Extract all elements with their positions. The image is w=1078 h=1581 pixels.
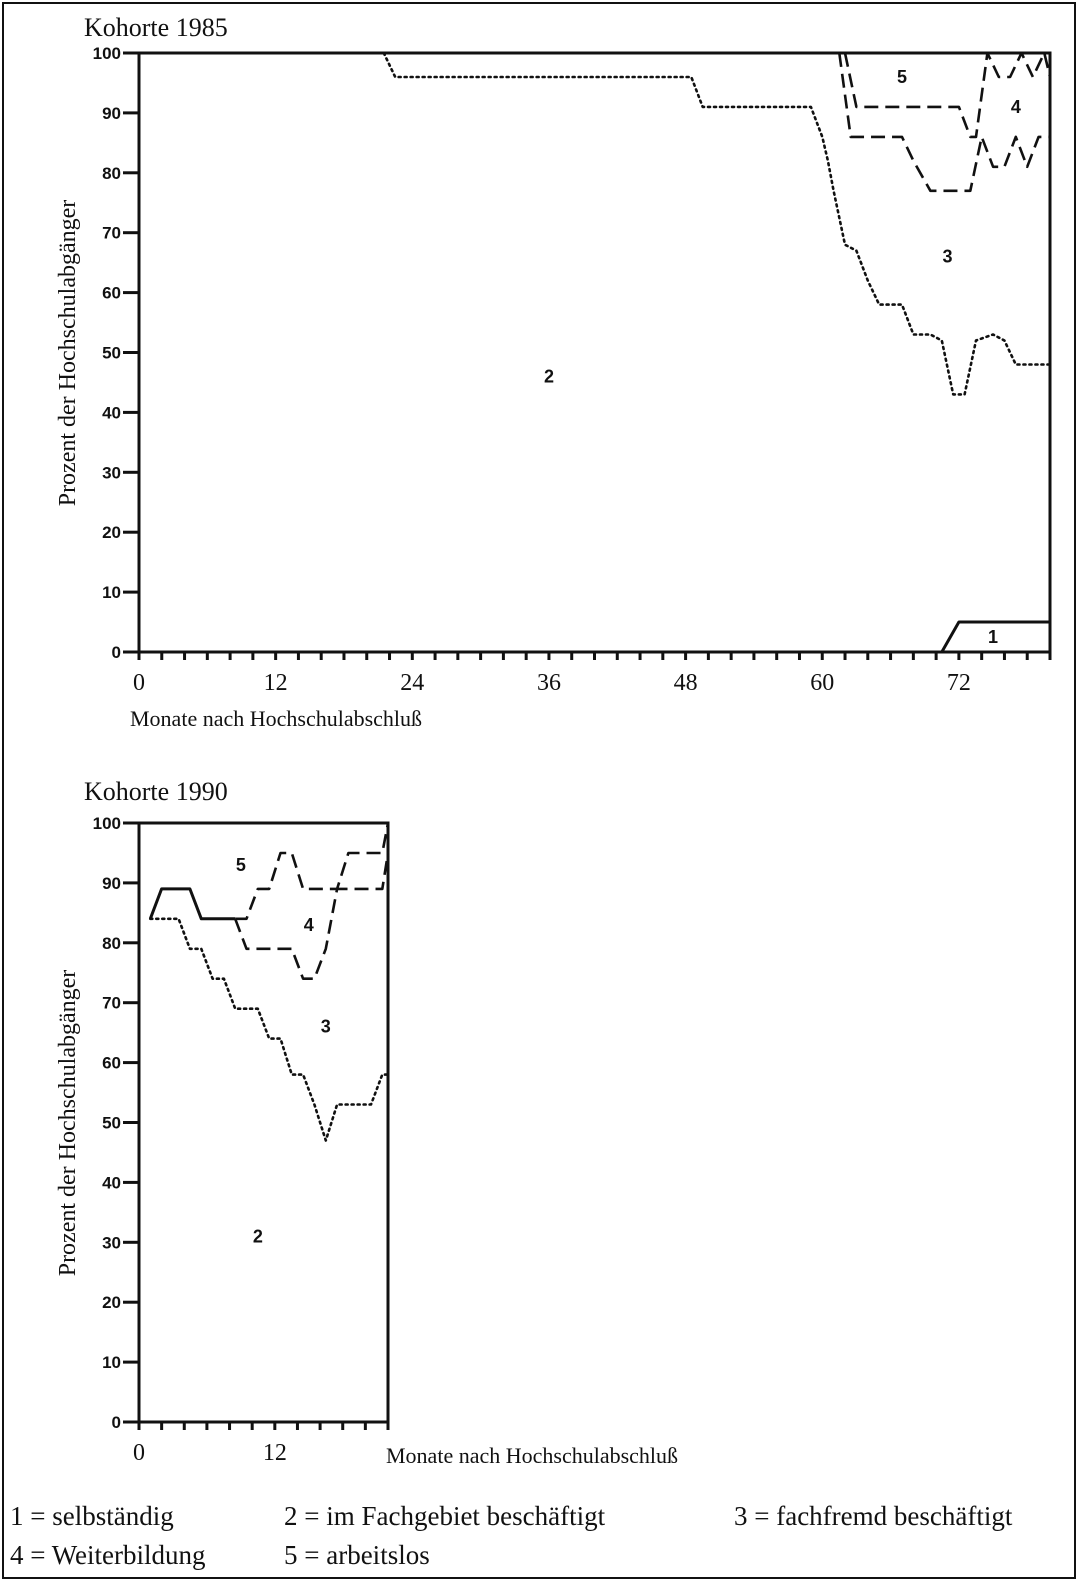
x-tick-label: 48 [674,670,698,696]
y-tick-label: 80 [102,164,121,183]
chart2-title: Kohorte 1990 [84,777,228,806]
y-tick-label: 30 [102,1233,121,1252]
series-line-3 [233,852,390,981]
region-label-2: 2 [544,366,554,386]
region-label-4: 4 [1011,97,1021,117]
y-tick-label: 60 [102,1054,121,1073]
x-tick-label: 12 [263,1440,287,1466]
legend: 1 = selbständig 2 = im Fachgebiet beschä… [10,1501,1013,1570]
y-tick-label: 90 [102,874,121,893]
y-tick-label: 100 [93,814,121,833]
series-line-1 [940,620,1050,653]
region-label-2: 2 [253,1226,263,1246]
x-tick-label: 72 [947,670,971,696]
series-line-4 [235,822,390,921]
y-tick-label: 30 [102,463,121,482]
y-tick-label: 20 [102,523,121,542]
y-tick-label: 60 [102,284,121,303]
region-label-3: 3 [321,1017,331,1037]
legend-item-4: 4 = Weiterbildung [10,1540,206,1570]
series-line-3 [838,52,1050,193]
y-tick-label: 70 [102,224,121,243]
x-tick-label: 60 [810,670,834,696]
region-label-5: 5 [897,67,907,87]
legend-item-5: 5 = arbeitslos [284,1540,430,1570]
legend-item-1: 1 = selbständig [10,1501,174,1531]
y-tick-label: 10 [102,583,121,602]
y-tick-label: 50 [102,1114,121,1133]
series-line-4 [843,51,1052,139]
chart1-title: Kohorte 1985 [84,13,228,42]
y-tick-label: 100 [93,44,121,63]
chart2-ylabel: Prozent der Hochschulabgänger [55,970,81,1277]
chart2-plot: 0 10 20 30 40 50 60 70 80 90 100 0 12 2 3 4 5 [93,814,390,1466]
x-tick-label: 0 [133,670,145,696]
region-label-3: 3 [943,247,953,267]
region-label-1: 1 [988,627,998,647]
chart1-xlabel: Monate nach Hochschulabschluß [130,706,422,731]
series-line-2 [149,917,390,1142]
region-label-5: 5 [236,855,246,875]
y-tick-label: 80 [102,934,121,953]
y-tick-label: 10 [102,1353,121,1372]
y-tick-label: 40 [102,1173,121,1192]
y-tick-label: 0 [112,643,121,662]
series-line-2 [382,51,1052,396]
series-line-5 [148,887,236,921]
y-tick-label: 40 [102,403,121,422]
chart2-xlabel: Monate nach Hochschulabschluß [386,1443,678,1468]
y-tick-label: 20 [102,1293,121,1312]
legend-item-3: 3 = fachfremd beschäftigt [734,1501,1013,1531]
y-tick-label: 70 [102,994,121,1013]
region-label-4: 4 [304,915,314,935]
legend-item-2: 2 = im Fachgebiet beschäftigt [284,1501,606,1531]
x-tick-label: 0 [133,1440,145,1466]
y-tick-label: 90 [102,104,121,123]
x-tick-label: 12 [264,670,288,696]
y-tick-label: 50 [102,344,121,363]
y-tick-label: 0 [112,1413,121,1432]
plot-frame [137,51,1052,654]
x-tick-label: 36 [537,670,561,696]
x-tick-label: 24 [400,670,424,696]
plot-frame [137,821,390,1424]
chart1-ylabel: Prozent der Hochschulabgänger [55,200,81,507]
